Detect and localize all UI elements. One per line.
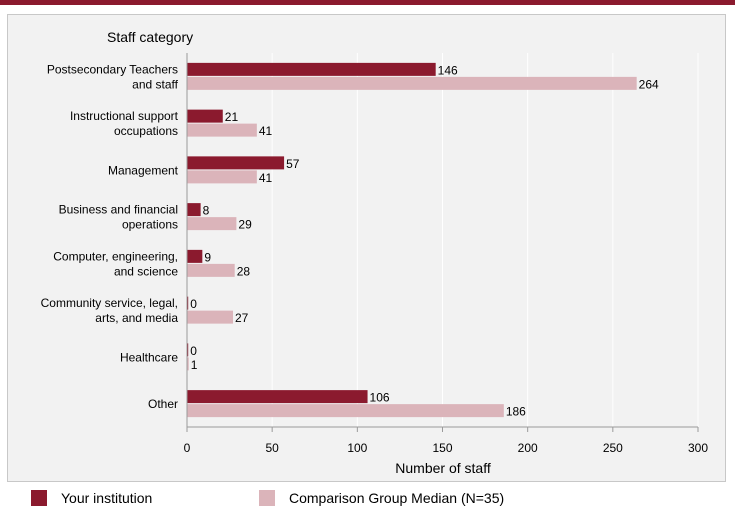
bar — [187, 76, 637, 90]
data-label: 0 — [190, 297, 197, 311]
legend-item-comparison-group: Comparison Group Median (N=35) — [259, 490, 504, 506]
category-label: Instructional support — [70, 109, 179, 123]
category-label: arts, and media — [95, 311, 178, 325]
legend: Your institution Comparison Group Median… — [0, 490, 735, 510]
category-label: operations — [122, 218, 178, 232]
legend-swatch — [259, 490, 275, 506]
x-tick-label: 100 — [347, 441, 367, 455]
x-axis-title: Number of staff — [395, 460, 491, 476]
data-label: 27 — [235, 311, 249, 325]
category-label: Postsecondary Teachers — [47, 62, 178, 76]
x-tick-label: 250 — [603, 441, 623, 455]
data-label: 9 — [204, 250, 211, 264]
y-axis-title: Staff category — [107, 29, 193, 45]
category-label: and science — [114, 264, 178, 278]
data-label: 0 — [190, 344, 197, 358]
bar — [187, 296, 189, 310]
bar — [187, 357, 189, 371]
category-label: Computer, engineering, — [53, 249, 178, 263]
data-label: 41 — [259, 171, 273, 185]
bar — [187, 62, 436, 76]
x-tick-label: 300 — [688, 441, 708, 455]
x-tick-label: 0 — [184, 441, 191, 455]
bar — [187, 263, 235, 277]
bar — [187, 217, 237, 231]
data-label: 186 — [506, 405, 526, 419]
bar — [187, 109, 223, 123]
category-label: and staff — [132, 77, 178, 91]
category-label: Community service, legal, — [41, 296, 178, 310]
category-label: occupations — [114, 124, 178, 138]
data-label: 29 — [238, 218, 252, 232]
chart-panel — [7, 14, 726, 482]
category-label: Other — [148, 397, 178, 411]
data-label: 21 — [225, 110, 239, 124]
data-label: 28 — [237, 264, 251, 278]
x-tick-label: 150 — [432, 441, 452, 455]
category-label: Business and financial — [59, 203, 178, 217]
top-rule — [0, 0, 735, 5]
legend-label: Comparison Group Median (N=35) — [289, 490, 505, 506]
legend-label: Your institution — [61, 490, 153, 506]
data-label: 264 — [639, 77, 659, 91]
data-label: 1 — [191, 358, 198, 372]
bar — [187, 404, 504, 418]
bar — [187, 310, 233, 324]
bar — [187, 249, 203, 263]
bar — [187, 123, 257, 137]
category-label: Healthcare — [120, 350, 178, 364]
data-label: 57 — [286, 157, 300, 171]
bar — [187, 170, 257, 184]
x-tick-label: 50 — [265, 441, 279, 455]
data-label: 41 — [259, 124, 273, 138]
bar — [187, 203, 201, 217]
data-label: 146 — [438, 63, 458, 77]
bar — [187, 343, 189, 357]
bar — [187, 156, 285, 170]
legend-swatch — [31, 490, 47, 506]
data-label: 8 — [203, 204, 210, 218]
category-label: Management — [108, 163, 179, 177]
x-tick-label: 200 — [518, 441, 538, 455]
legend-item-your-institution: Your institution — [31, 490, 152, 506]
bar — [187, 390, 368, 404]
data-label: 106 — [370, 391, 390, 405]
